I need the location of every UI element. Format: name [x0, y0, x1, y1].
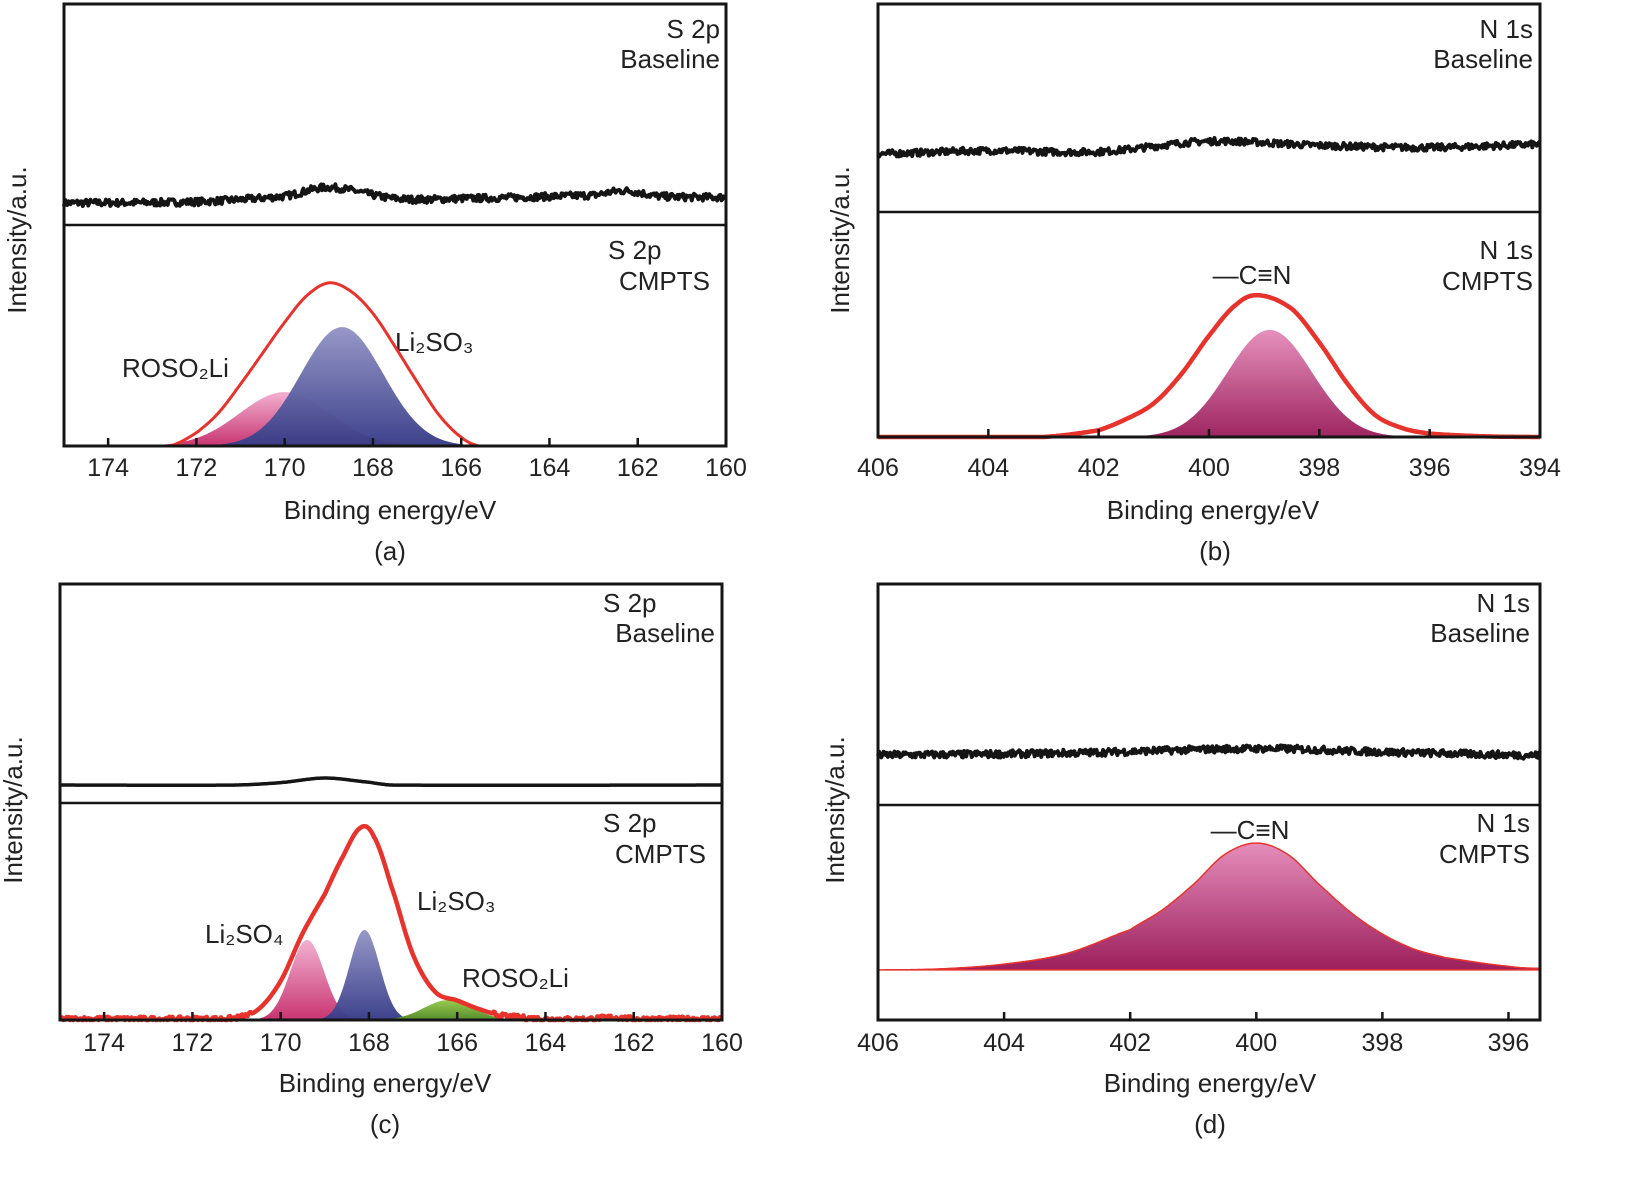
ylabel-a: Intensity/a.u. — [2, 166, 32, 313]
x-tick-label-c: 174 — [83, 1029, 125, 1057]
x-tick-label-a: 164 — [529, 454, 571, 482]
label-li2so4-c: Li₂SO₄ — [205, 919, 284, 949]
x-tick-label-b: 394 — [1519, 454, 1561, 482]
x-tick-label-c: 164 — [525, 1029, 567, 1057]
filled-peak-d — [877, 842, 1541, 971]
x-tick-label-a: 162 — [617, 454, 659, 482]
x-tick-label-d: 400 — [1235, 1029, 1277, 1057]
lower-sample-c: CMPTS — [615, 839, 706, 869]
x-tick-label-c: 170 — [260, 1029, 302, 1057]
ylabel-b: Intensity/a.u. — [825, 166, 855, 313]
baseline-trace-a — [62, 182, 728, 208]
x-tick-label-c: 172 — [172, 1029, 214, 1057]
x-tick-label-c: 160 — [701, 1029, 743, 1057]
upper-element-a: S 2p — [667, 14, 721, 44]
panel-b: Intensity/a.u. N 1s Baseline N 1s CMPTS … — [825, 2, 1561, 566]
envelope-line-a — [169, 281, 480, 448]
x-tick-label-c: 168 — [348, 1029, 390, 1057]
xlabel-d: Binding energy/eV — [1104, 1068, 1317, 1098]
component-peak-a-1 — [207, 327, 477, 446]
x-tick-label-c: 166 — [436, 1029, 478, 1057]
x-tick-label-a: 160 — [705, 454, 747, 482]
x-tick-label-a: 168 — [352, 454, 394, 482]
lower-sample-a: CMPTS — [619, 266, 710, 296]
xlabel-c: Binding energy/eV — [279, 1068, 492, 1098]
panel-d: Intensity/a.u. N 1s Baseline N 1s CMPTS … — [820, 582, 1542, 1139]
x-tick-label-b: 402 — [1078, 454, 1120, 482]
upper-sample-a: Baseline — [620, 44, 720, 74]
x-tick-label-b: 398 — [1298, 454, 1340, 482]
upper-element-b: N 1s — [1480, 14, 1533, 44]
component-peak-c-2 — [383, 1000, 514, 1020]
caption-a: (a) — [374, 536, 406, 566]
label-roso2li-c: ROSO₂Li — [462, 963, 569, 993]
x-tick-label-b: 406 — [857, 454, 899, 482]
caption-b: (b) — [1199, 536, 1231, 566]
xlabel-a: Binding energy/eV — [284, 495, 497, 525]
x-tick-label-b: 400 — [1188, 454, 1230, 482]
lower-element-c: S 2p — [603, 808, 657, 838]
baseline-trace-c — [59, 776, 723, 788]
panel-c: Intensity/a.u. S 2p Baseline S 2p CMPTS … — [0, 582, 743, 1139]
upper-sample-c: Baseline — [615, 618, 715, 648]
label-li2so3-c: Li₂SO₃ — [417, 886, 495, 916]
upper-sample-d: Baseline — [1430, 618, 1530, 648]
lower-element-a: S 2p — [608, 235, 662, 265]
xlabel-b: Binding energy/eV — [1107, 495, 1320, 525]
x-tick-label-d: 396 — [1488, 1029, 1530, 1057]
upper-element-d: N 1s — [1477, 588, 1530, 618]
lower-sample-d: CMPTS — [1439, 839, 1530, 869]
caption-d: (d) — [1194, 1109, 1226, 1139]
baseline-trace-b — [876, 136, 1542, 159]
x-tick-label-d: 404 — [983, 1029, 1025, 1057]
panel-a: Intensity/a.u. S 2p Baseline S 2p CMPTS … — [2, 2, 747, 566]
lower-sample-b: CMPTS — [1442, 266, 1533, 296]
x-tick-label-a: 172 — [176, 454, 218, 482]
x-tick-label-d: 402 — [1109, 1029, 1151, 1057]
x-tick-label-a: 174 — [87, 454, 129, 482]
lower-element-b: N 1s — [1480, 235, 1533, 265]
x-tick-label-b: 404 — [967, 454, 1009, 482]
x-tick-label-d: 406 — [857, 1029, 899, 1057]
upper-element-c: S 2p — [603, 588, 657, 618]
x-tick-label-d: 398 — [1362, 1029, 1404, 1057]
ylabel-d: Intensity/a.u. — [820, 736, 850, 883]
caption-c: (c) — [370, 1109, 400, 1139]
label-li2so3-a: Li₂SO₃ — [395, 327, 473, 357]
component-peak-c-0 — [254, 939, 361, 1020]
component-peak-b-0 — [1134, 329, 1406, 437]
ylabel-c: Intensity/a.u. — [0, 736, 28, 883]
x-tick-label-c: 162 — [613, 1029, 655, 1057]
annotation-cn-d: —C≡N — [1211, 815, 1290, 845]
plot-frame-d — [876, 582, 1542, 1022]
x-tick-label-a: 170 — [264, 454, 306, 482]
lower-element-d: N 1s — [1477, 808, 1530, 838]
x-tick-label-b: 396 — [1409, 454, 1451, 482]
annotation-cn-b: —C≡N — [1213, 260, 1292, 290]
component-peak-c-1 — [317, 929, 412, 1020]
upper-sample-b: Baseline — [1433, 44, 1533, 74]
x-tick-label-a: 166 — [440, 454, 482, 482]
baseline-trace-d — [876, 743, 1542, 761]
label-roso2li-a: ROSO₂Li — [122, 353, 229, 383]
